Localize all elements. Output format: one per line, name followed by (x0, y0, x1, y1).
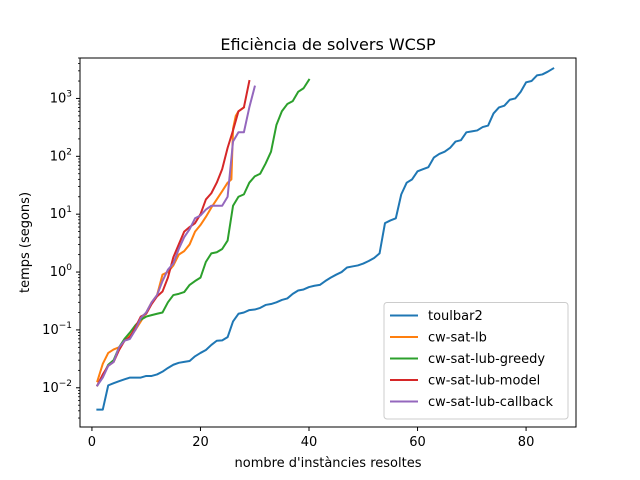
y-tick-label: 100 (50, 263, 73, 280)
y-tick-exponent: 0 (66, 263, 72, 273)
y-tick-label: 10−1 (42, 321, 72, 338)
y-axis-label: temps (segons) (18, 192, 33, 293)
x-axis-label: nombre d'instàncies resoltes (235, 456, 422, 471)
y-tick-base: 10 (42, 381, 59, 396)
y-tick-base: 10 (50, 207, 67, 222)
y-tick-base: 10 (50, 149, 67, 164)
legend-label-toulbar2: toulbar2 (428, 309, 483, 324)
x-tick-label: 80 (518, 435, 535, 450)
legend-label-cw-sat-lb: cw-sat-lb (428, 331, 487, 346)
y-tick-exponent: −1 (59, 321, 72, 331)
legend-box (383, 302, 569, 420)
y-tick-exponent: 2 (66, 147, 72, 157)
legend-label-cw-sat-lub-greedy: cw-sat-lub-greedy (428, 352, 545, 367)
legend-label-cw-sat-lub-model: cw-sat-lub-model (428, 374, 540, 389)
x-tick-label: 60 (409, 435, 426, 450)
series-line-cw-sat-lub-callback (95, 85, 256, 387)
series-layer (95, 67, 555, 411)
y-tick-exponent: 1 (66, 205, 72, 215)
y-tick-label: 103 (50, 89, 72, 106)
y-tick-exponent: 3 (66, 89, 72, 99)
y-tick-label: 101 (50, 205, 72, 222)
y-tick-label: 10−2 (42, 379, 72, 396)
y-tick-base: 10 (50, 265, 67, 280)
x-tick-label: 0 (88, 435, 96, 450)
y-tick-label: 102 (50, 147, 72, 164)
legend-label-cw-sat-lub-callback: cw-sat-lub-callback (428, 395, 553, 410)
y-tick-base: 10 (42, 323, 59, 338)
x-axis: 0 20 40 60 80 (88, 427, 535, 450)
legend: toulbar2 cw-sat-lb cw-sat-lub-greedy cw-sat… (383, 302, 569, 420)
x-tick-label: 20 (192, 435, 209, 450)
y-tick-base: 10 (50, 91, 67, 106)
plot-frame (79, 57, 577, 428)
x-tick-label: 40 (301, 435, 318, 450)
series-line-cw-sat-lub-greedy (96, 78, 311, 387)
series-line-toulbar2 (96, 67, 555, 411)
y-tick-exponent: −2 (59, 379, 72, 389)
chart-title: Eficiència de solvers WCSP (220, 35, 436, 54)
